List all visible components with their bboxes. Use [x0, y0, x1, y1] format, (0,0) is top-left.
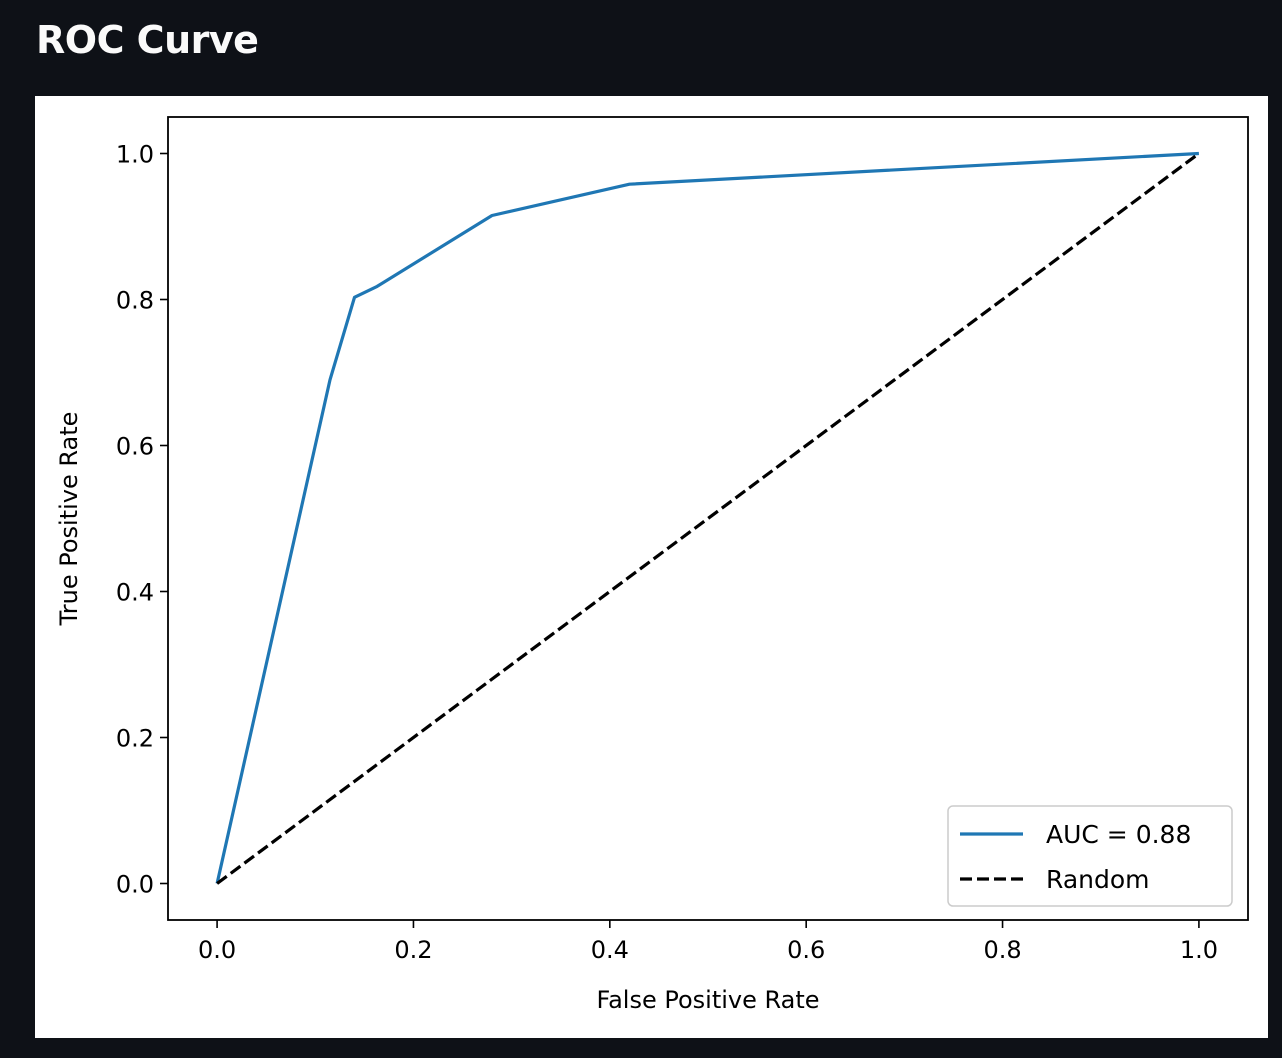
y-tick-label: 0.8: [116, 287, 154, 315]
x-tick-label: 1.0: [1180, 936, 1218, 964]
y-axis-label: True Positive Rate: [55, 412, 83, 627]
legend-box: [947, 805, 1233, 907]
tick-layer: 0.0 0.2 0.4 0.6 0.8 1.0 0.0 0.2 0.4 0.6 0.8 1.0: [116, 141, 1218, 965]
y-tick-label: 0.4: [116, 579, 154, 607]
y-tick-label: 0.0: [116, 871, 154, 899]
series-layer: [215, 151, 1200, 885]
y-tick-label: 0.2: [116, 725, 154, 753]
axes-frame: [167, 116, 1249, 921]
x-tick-label: 0.4: [591, 936, 629, 964]
x-axis-label: False Positive Rate: [596, 986, 819, 1014]
roc-chart-figure: 0.0 0.2 0.4 0.6 0.8 1.0 0.0 0.2 0.4 0.6 0.8 1.0 Fal…: [35, 96, 1268, 1038]
y-tick-label: 1.0: [116, 141, 154, 169]
y-tick-label: 0.6: [116, 433, 154, 461]
legend-label-auc: AUC = 0.88: [1046, 820, 1191, 849]
x-tick-label: 0.0: [198, 936, 236, 964]
x-tick-label: 0.2: [394, 936, 432, 964]
roc-chart: 0.0 0.2 0.4 0.6 0.8 1.0 0.0 0.2 0.4 0.6 0.8 1.0 Fal…: [55, 116, 1249, 1014]
x-tick-label: 0.8: [983, 936, 1021, 964]
series-line-random: [216, 152, 1200, 885]
page-title: ROC Curve: [36, 18, 259, 62]
series-line-auc: [215, 151, 1199, 884]
legend-label-random: Random: [1046, 865, 1150, 894]
legend: AUC = 0.88 Random: [947, 805, 1233, 907]
x-tick-label: 0.6: [787, 936, 825, 964]
